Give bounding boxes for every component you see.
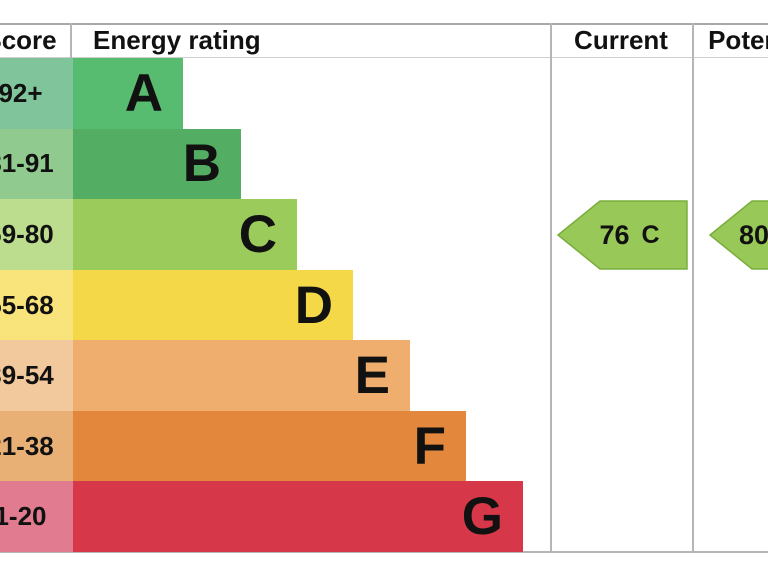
current-score-value: 76	[599, 219, 630, 250]
header-underline	[0, 57, 768, 58]
current-rating-label: 76 C	[572, 201, 687, 269]
band-score-cell: 55-68	[0, 269, 73, 341]
band-score-cell: 21-38	[0, 410, 73, 482]
band-row: 81-91 B	[0, 128, 560, 200]
band-score-cell: 92+	[0, 58, 73, 129]
column-header-energy-rating: Energy rating	[93, 25, 261, 55]
band-score-cell: 1-20	[0, 481, 73, 553]
band-letter: G	[461, 487, 503, 547]
band-bar: E	[73, 340, 410, 411]
column-header-current: Current	[574, 25, 668, 55]
band-score-range: 1-20	[0, 501, 47, 532]
potential-score-value: 80	[739, 219, 768, 250]
column-header-potential: Potential	[708, 25, 768, 55]
band-score-range: 39-54	[0, 360, 54, 391]
table-top-border	[0, 23, 768, 25]
band-score-range: 55-68	[0, 289, 54, 320]
band-row: 92+ A	[0, 58, 560, 129]
band-bar: A	[73, 58, 183, 129]
band-row: 69-80 C	[0, 199, 560, 270]
band-rows: 92+ A 81-91 B 69-80 C 55-68 D 39-54 E 21…	[0, 58, 560, 553]
band-score-cell: 69-80	[0, 199, 73, 270]
band-score-range: 81-91	[0, 148, 54, 179]
band-letter: D	[294, 275, 333, 335]
band-score-range: 21-38	[0, 430, 54, 461]
band-letter: E	[354, 346, 390, 406]
potential-rating-label: 80	[739, 201, 768, 269]
band-score-cell: 81-91	[0, 128, 73, 200]
band-row: 55-68 D	[0, 269, 560, 341]
band-letter: B	[182, 134, 221, 194]
current-rating-letter: C	[641, 220, 660, 249]
column-header-score: Score	[0, 25, 57, 55]
band-letter: F	[413, 416, 446, 476]
band-bar: C	[73, 199, 297, 270]
band-bar: G	[73, 481, 523, 553]
band-row: 21-38 F	[0, 410, 560, 482]
band-bar: D	[73, 269, 353, 341]
band-letter: C	[238, 204, 277, 264]
band-row: 39-54 E	[0, 340, 560, 411]
band-letter: A	[124, 63, 163, 123]
band-bar: F	[73, 410, 466, 482]
band-row: 1-20 G	[0, 481, 560, 553]
potential-column-divider	[692, 23, 694, 552]
band-score-range: 92+	[0, 77, 43, 108]
score-column-divider	[70, 23, 72, 58]
band-score-cell: 39-54	[0, 340, 73, 411]
band-score-range: 69-80	[0, 218, 54, 249]
band-bar: B	[73, 128, 241, 200]
current-column-divider	[550, 23, 552, 552]
